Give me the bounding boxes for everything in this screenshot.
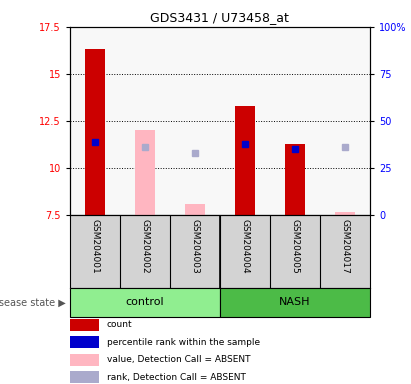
Text: rank, Detection Call = ABSENT: rank, Detection Call = ABSENT (107, 373, 246, 382)
Text: GSM204002: GSM204002 (141, 219, 149, 273)
Bar (220, 27, 270, 215)
Text: GSM204005: GSM204005 (291, 219, 299, 273)
Text: disease state ▶: disease state ▶ (0, 297, 66, 308)
Text: value, Detection Call = ABSENT: value, Detection Call = ABSENT (107, 355, 250, 364)
Bar (170, 27, 220, 215)
Bar (70, 27, 120, 215)
Bar (70, 288, 220, 317)
Text: GSM204003: GSM204003 (190, 219, 199, 273)
Bar (70, 371, 99, 383)
Text: GSM204004: GSM204004 (240, 219, 249, 273)
Bar (120, 27, 170, 215)
Text: NASH: NASH (279, 297, 311, 308)
Bar (335, 212, 355, 215)
Bar (70, 319, 99, 331)
Text: GSM204017: GSM204017 (340, 219, 349, 273)
Bar (220, 288, 370, 317)
Bar (70, 336, 99, 348)
Text: control: control (126, 297, 164, 308)
Text: count: count (107, 320, 132, 329)
Title: GDS3431 / U73458_at: GDS3431 / U73458_at (150, 11, 289, 24)
Text: percentile rank within the sample: percentile rank within the sample (107, 338, 260, 347)
Bar (185, 204, 205, 215)
Text: GSM204001: GSM204001 (90, 219, 99, 273)
Bar (85, 50, 105, 215)
Bar (135, 131, 155, 215)
Bar (320, 27, 370, 215)
Bar (270, 27, 320, 215)
Bar (285, 144, 305, 215)
Bar (70, 354, 99, 366)
Bar (235, 106, 255, 215)
